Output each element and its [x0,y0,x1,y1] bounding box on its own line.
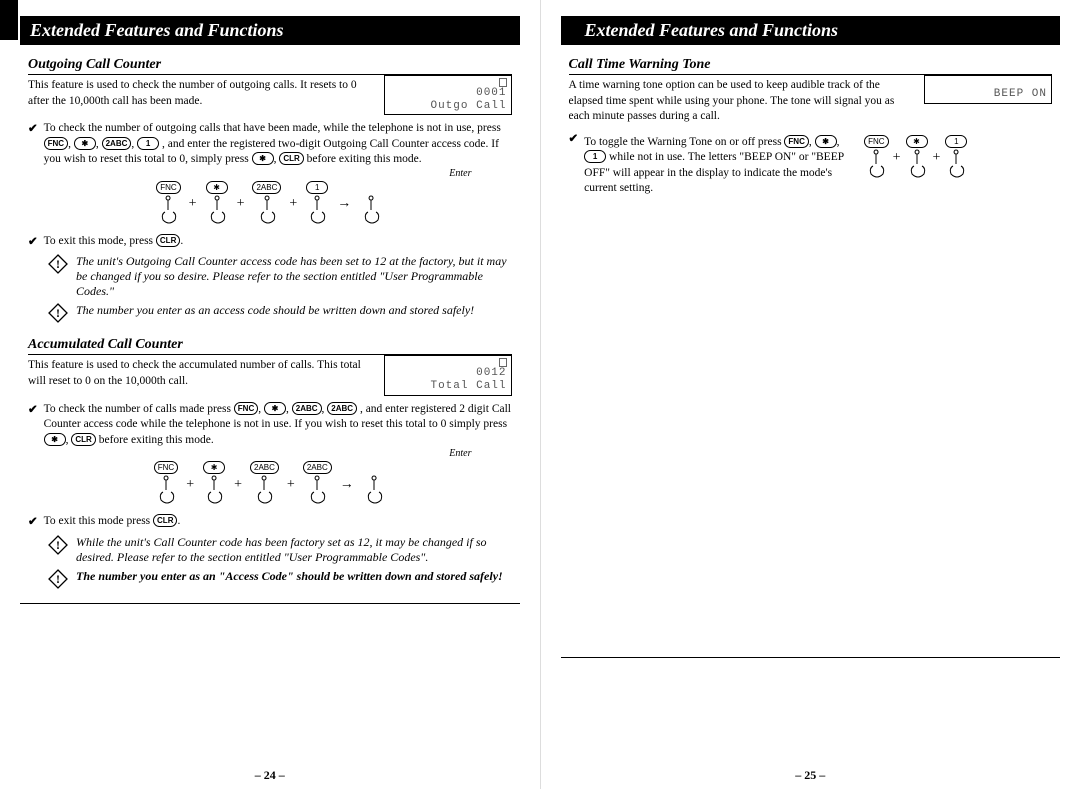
outgoing-note1: ! The unit's Outgoing Call Counter acces… [48,254,512,299]
lcd-beep-line: BEEP ON [929,88,1047,101]
outgoing-note2: ! The number you enter as an access code… [48,303,512,327]
page-header-left: Extended Features and Functions [20,16,520,45]
page-header-right: Extended Features and Functions [561,16,1061,45]
warning-intro: A time warning tone option can be used t… [569,78,915,125]
accum-intro: This feature is used to check the accumu… [28,358,374,389]
keypress-diagram-2: FNC + ✱ + 2ABC + 2ABC → X [28,461,512,508]
lcd-accum: 0012 Total Call [384,355,512,395]
warning-check1: To toggle the Warning Tone on or off pre… [569,131,1053,197]
outgoing-intro: This feature is used to check the number… [28,78,374,109]
outgoing-check2: To exit this mode, press CLR. [28,234,512,251]
page-right: Extended Features and Functions Call Tim… [541,0,1080,789]
page-spread: Extended Features and Functions Outgoing… [0,0,1080,789]
lcd-outgoing: 0001 Outgo Call [384,75,512,115]
lcd-beep: BEEP ON [924,75,1052,104]
accum-note1: ! While the unit's Call Counter code has… [48,535,512,565]
lcd-outgoing-line1: 0001 [389,87,507,100]
section-title-outgoing: Outgoing Call Counter [28,57,512,75]
lcd-outgoing-line2: Outgo Call [389,100,507,113]
bottom-rule-right [561,657,1061,658]
section-title-warning-tone: Call Time Warning Tone [569,57,1053,75]
keypress-diagram-3: FNC + ✱ + 1 [864,135,968,182]
page-number-right: – 25 – [541,768,1080,783]
accum-note2: ! The number you enter as an "Access Cod… [48,569,512,593]
enter-label-2: Enter [28,448,512,459]
lcd-accum-line1: 0012 [389,367,507,380]
section-title-accumulated: Accumulated Call Counter [28,337,512,355]
svg-text:!: ! [56,257,60,271]
outgoing-check1: To check the number of outgoing calls th… [28,121,512,168]
accum-check1: To check the number of calls made press … [28,402,512,449]
lcd-accum-line2: Total Call [389,380,507,393]
svg-text:!: ! [56,538,60,552]
bottom-rule-left [20,603,520,604]
enter-label-1: Enter [28,168,512,179]
thumb-tab [0,0,18,40]
page-left: Extended Features and Functions Outgoing… [0,0,541,789]
page-number-left: – 24 – [0,768,540,783]
accum-check2: To exit this mode press CLR. [28,514,512,531]
svg-text:!: ! [56,572,60,586]
svg-text:!: ! [56,306,60,320]
keypress-diagram-1: FNC + ✱ + 2ABC + 1 → X [28,181,512,228]
